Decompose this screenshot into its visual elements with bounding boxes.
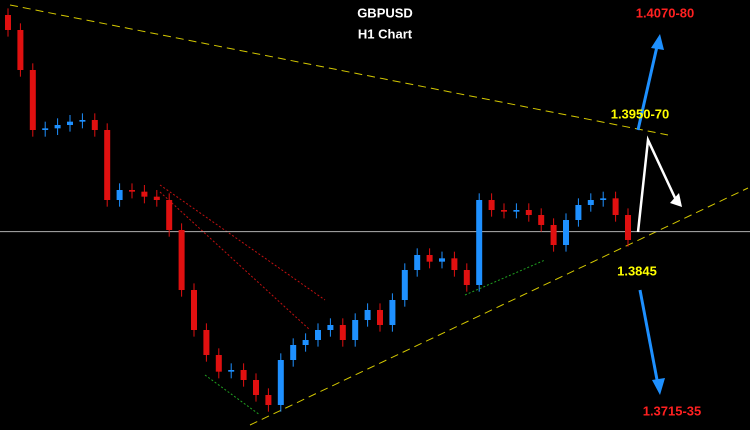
support-line — [249, 187, 749, 426]
candle-body — [513, 210, 520, 212]
candle-body — [79, 120, 86, 122]
channel-line — [159, 191, 311, 331]
candle-body — [153, 196, 160, 200]
candle-body — [364, 310, 371, 320]
candle-body — [67, 121, 73, 125]
chart-subtitle: H1 Chart — [358, 26, 413, 41]
price-label: 1.3950-70 — [611, 106, 670, 121]
candle-body — [5, 15, 11, 30]
candle-body — [476, 200, 483, 285]
price-label: 1.3715-35 — [643, 403, 702, 418]
candle-body — [463, 270, 470, 285]
chart-title: GBPUSD — [357, 5, 413, 20]
candle-body — [389, 300, 396, 325]
candle-body — [550, 225, 557, 245]
arrow-up — [636, 41, 660, 131]
arrow-head — [670, 193, 682, 207]
arrow-head — [652, 378, 665, 395]
candle-body — [612, 198, 619, 215]
candle-body — [339, 325, 346, 340]
candle-body — [91, 120, 98, 130]
candle-body — [253, 380, 259, 395]
candle-body — [439, 258, 445, 262]
channel-line — [159, 184, 326, 301]
candle-body — [414, 255, 421, 270]
trend-line — [204, 374, 261, 416]
candle-body — [377, 310, 383, 325]
candle-body — [17, 30, 24, 70]
candle-body — [203, 330, 210, 355]
candle-body — [575, 205, 582, 220]
candle-body — [352, 320, 359, 340]
candle-body — [327, 325, 334, 330]
price-label: 1.4070-80 — [636, 5, 695, 20]
candle-body — [29, 70, 36, 130]
candle-body — [525, 210, 532, 215]
candle-body — [315, 330, 321, 340]
candle-body — [54, 125, 61, 129]
candle-body — [42, 128, 49, 130]
candle-body — [228, 370, 235, 372]
resistance-line — [9, 4, 669, 136]
candle-body — [240, 370, 247, 380]
candle-body — [501, 210, 507, 212]
candles — [0, 8, 750, 412]
candle-body — [191, 290, 197, 330]
candle-body — [104, 130, 111, 200]
arrow-down — [638, 289, 660, 386]
candle-body — [166, 200, 173, 230]
candle-body — [401, 270, 408, 300]
candle-body — [129, 190, 135, 192]
candle-body — [277, 360, 284, 405]
candle-body — [141, 191, 148, 197]
candle-body — [625, 215, 631, 240]
trend-line — [464, 259, 546, 296]
candle-body — [451, 258, 458, 270]
candle-body — [426, 255, 433, 262]
arrow-head — [651, 34, 664, 50]
candle-body — [538, 215, 545, 225]
candle-body — [178, 230, 185, 290]
candle-body — [587, 200, 594, 205]
candle-body — [116, 190, 123, 200]
candle-body — [302, 340, 309, 345]
projection-arrow — [636, 135, 678, 233]
candle-body — [563, 220, 569, 245]
candle-body — [290, 345, 297, 360]
price-label: 1.3845 — [617, 263, 657, 278]
candle-body — [215, 355, 222, 372]
candle-body — [488, 200, 495, 210]
candle-body — [600, 198, 607, 200]
candle-body — [265, 395, 272, 405]
